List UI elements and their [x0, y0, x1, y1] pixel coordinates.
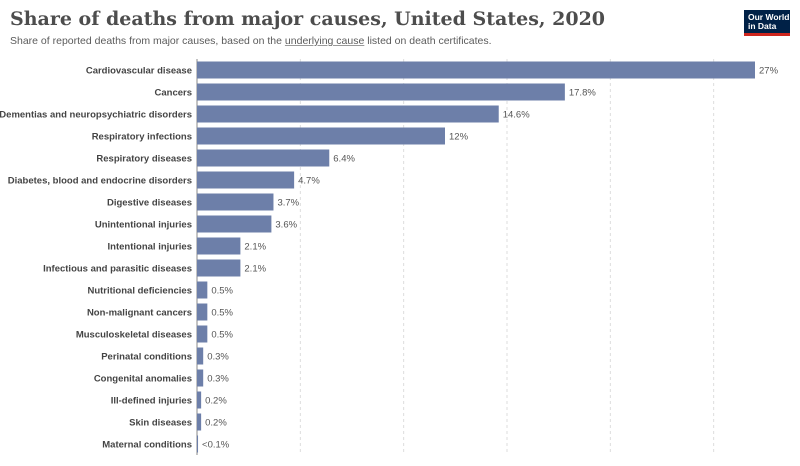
category-label: Skin diseases — [129, 418, 192, 429]
logo-line-2: in Data — [748, 21, 777, 31]
category-label: Respiratory infections — [92, 132, 192, 143]
bar[interactable] — [197, 171, 295, 189]
value-label: <0.1% — [202, 440, 230, 451]
value-label: 0.5% — [211, 330, 233, 341]
category-label: Congenital anomalies — [94, 374, 192, 385]
bar[interactable] — [197, 83, 565, 101]
value-label: 17.8% — [569, 88, 596, 99]
bar[interactable] — [197, 259, 241, 277]
value-label: 0.2% — [205, 418, 227, 429]
logo-line-1: Our World — [748, 12, 790, 22]
subtitle-text-end: listed on death certificates. — [364, 35, 492, 47]
bar[interactable] — [197, 391, 202, 409]
category-label: Respiratory diseases — [96, 154, 192, 165]
category-label: Cancers — [155, 88, 193, 99]
category-label: Cardiovascular disease — [86, 66, 192, 77]
bar[interactable] — [197, 105, 499, 123]
category-label: Maternal conditions — [102, 440, 192, 451]
bar[interactable] — [197, 193, 274, 211]
value-label: 2.1% — [244, 242, 266, 253]
value-label: 12% — [449, 132, 469, 143]
category-label: Perinatal conditions — [101, 352, 192, 363]
bar[interactable] — [197, 303, 208, 321]
value-label: 6.4% — [333, 154, 355, 165]
category-label: Nutritional deficiencies — [87, 286, 192, 297]
value-label: 3.6% — [275, 220, 297, 231]
value-label: 27% — [759, 66, 779, 77]
bar[interactable] — [197, 347, 204, 365]
bar[interactable] — [197, 149, 330, 167]
bar[interactable] — [197, 127, 445, 145]
category-label: Ill-defined injuries — [111, 396, 192, 407]
category-label: Diabetes, blood and endocrine disorders — [8, 176, 192, 187]
bar[interactable] — [197, 369, 204, 387]
value-label: 2.1% — [244, 264, 266, 275]
value-label: 4.7% — [298, 176, 320, 187]
subtitle-text: Share of reported deaths from major caus… — [10, 35, 285, 47]
chart-subtitle: Share of reported deaths from major caus… — [10, 35, 492, 47]
value-label: 0.3% — [207, 374, 229, 385]
category-label: Intentional injuries — [108, 242, 192, 253]
category-label: Digestive diseases — [107, 198, 192, 209]
value-label: 0.3% — [207, 352, 229, 363]
bar[interactable] — [197, 325, 208, 343]
bar[interactable] — [197, 435, 199, 453]
value-label: 14.6% — [503, 110, 530, 121]
bar[interactable] — [197, 237, 241, 255]
category-label: Non-malignant cancers — [87, 308, 192, 319]
value-label: 0.2% — [205, 396, 227, 407]
chart-title: Share of deaths from major causes, Unite… — [10, 8, 606, 30]
category-label: Dementias and neuropsychiatric disorders — [0, 110, 192, 121]
category-label: Unintentional injuries — [95, 220, 192, 231]
bar[interactable] — [197, 61, 755, 79]
value-label: 0.5% — [211, 286, 233, 297]
underlying-cause-link[interactable]: underlying cause — [284, 35, 365, 47]
category-label: Musculoskeletal diseases — [76, 330, 192, 341]
bar[interactable] — [197, 281, 208, 299]
value-label: 0.5% — [211, 308, 233, 319]
category-label: Infectious and parasitic diseases — [43, 264, 192, 275]
value-label: 3.7% — [277, 198, 299, 209]
bar[interactable] — [197, 413, 202, 431]
bar[interactable] — [197, 215, 272, 233]
owid-logo[interactable]: Our World in Data — [744, 10, 790, 36]
